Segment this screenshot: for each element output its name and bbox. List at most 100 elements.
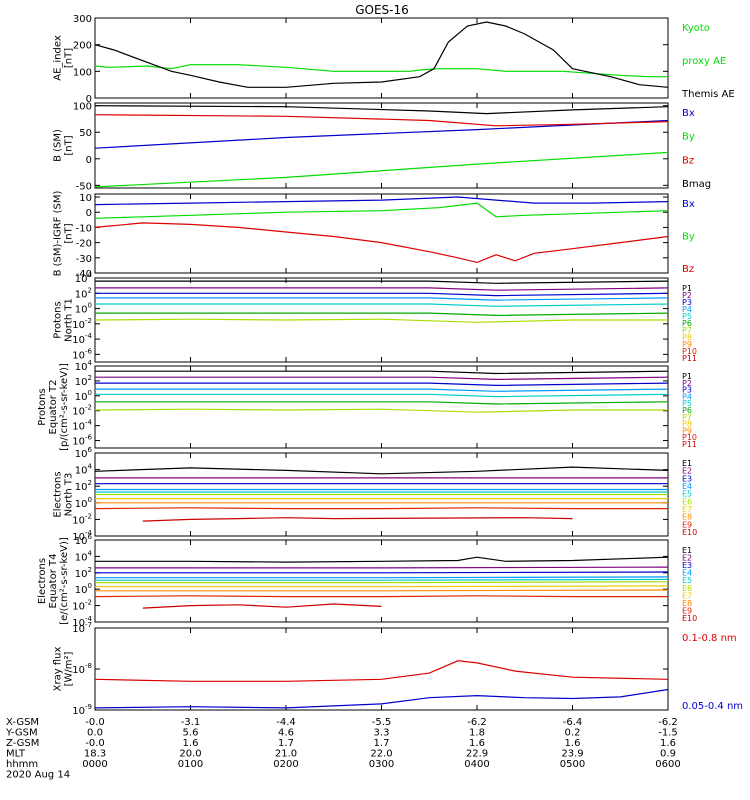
series-line-p7 [94, 408, 668, 413]
x-table-cell: 1.6 [183, 738, 199, 749]
x-table-row-label: Z-GSM [6, 738, 39, 749]
x-table-cell: 5.6 [183, 728, 199, 739]
legend-entry: P9 [682, 426, 692, 435]
x-table-cell: -6.2 [467, 717, 487, 728]
y-axis-label: Protons [53, 301, 64, 338]
x-table-cell: 0000 [82, 759, 107, 770]
series-line-p2 [95, 287, 669, 291]
y-tick-label: 50 [79, 128, 92, 139]
y-axis-label: Electrons [37, 558, 48, 604]
series-line-p3 [95, 382, 669, 387]
y-axis-label: [p/(cm²-s-sr-keV)] [59, 363, 70, 451]
y-tick-label: -20 [76, 239, 92, 250]
x-table-cell: -3.1 [181, 717, 201, 728]
series-line-e9 [94, 507, 668, 510]
series-line-bmag [94, 105, 669, 115]
y-tick-label: -30 [76, 254, 92, 265]
legend-entry: E5 [682, 490, 692, 499]
x-table-cell: 23.9 [561, 749, 583, 760]
y-axis-label: [e/(cm²-s-sr-keV)] [59, 537, 70, 625]
legend-entry: Bz [682, 155, 694, 166]
series-line-p6 [95, 401, 669, 405]
legend-entry: P10 [682, 433, 697, 442]
x-table-cell: 0.9 [660, 749, 676, 760]
legend-entry: P2 [682, 291, 692, 300]
x-table-cell: 0400 [464, 759, 489, 770]
y-tick-label: -10 [76, 223, 92, 234]
legend-entry: E7 [682, 591, 692, 600]
y-tick-label: 0 [86, 208, 92, 219]
series-line-p1 [95, 280, 669, 284]
legend-entry: E10 [682, 528, 697, 537]
x-table-cell: -0.0 [85, 738, 105, 749]
x-table-row-label: Y-GSM [5, 728, 38, 739]
y-axis-label: [nT] [64, 135, 75, 155]
series-line-e6 [95, 581, 669, 584]
legend-entry: E10 [682, 614, 697, 623]
legend-entry: E4 [682, 569, 692, 578]
legend-entry: P4 [682, 305, 692, 314]
series-line-e10 [142, 517, 573, 522]
legend-entry: P3 [682, 386, 692, 395]
x-table-cell: 3.3 [374, 728, 390, 739]
y-axis-label: Xray flux [53, 647, 64, 692]
x-table-cell: 0600 [655, 759, 680, 770]
legend-entry: E6 [682, 584, 692, 593]
legend-entry: P3 [682, 298, 692, 307]
y-tick-label: -40 [76, 269, 92, 280]
series-line-e3 [95, 571, 669, 574]
series-line-e1 [94, 466, 669, 475]
x-table-cell: 0.0 [87, 728, 103, 739]
series-line-by [94, 151, 669, 188]
y-axis-label: B (SM) [53, 129, 64, 162]
y-tick-label: 300 [73, 14, 92, 25]
y-axis-label: North T1 [64, 298, 75, 342]
series-line-e2 [95, 566, 669, 569]
y-axis-label: [W/m²] [64, 651, 75, 686]
legend-entry: P5 [682, 312, 692, 321]
legend-entry: P8 [682, 420, 692, 429]
y-axis-label: Equator T2 [48, 380, 59, 435]
legend-entry: E9 [682, 606, 692, 615]
series-line-p4 [95, 388, 669, 392]
legend-entry: P2 [682, 379, 692, 388]
series-line-themis-ae [94, 21, 669, 88]
x-table-row-label: MLT [6, 749, 26, 760]
legend-entry: P10 [682, 347, 697, 356]
y-tick-label: 10 [79, 193, 92, 204]
series-line-0-05-0-4-nm [94, 688, 669, 709]
legend-entry: P4 [682, 392, 692, 401]
x-table-cell: 20.0 [179, 749, 201, 760]
series-line-p5 [95, 393, 669, 398]
series-line-e1 [95, 556, 669, 563]
x-table-cell: 21.0 [275, 749, 297, 760]
x-table-cell: 0300 [369, 759, 394, 770]
x-table-cell: -1.5 [658, 728, 678, 739]
series-line-e7 [95, 585, 669, 588]
x-table-date: 2020 Aug 14 [6, 770, 70, 781]
y-tick-label: -50 [76, 181, 92, 192]
y-axis-label: North T3 [64, 473, 75, 517]
legend-entry: Kyoto [682, 23, 710, 34]
series-line-p5 [95, 303, 669, 307]
x-table-cell: 1.7 [278, 738, 294, 749]
y-tick-label: 200 [73, 41, 92, 52]
y-axis-label: [nT] [64, 48, 75, 68]
series-line-e5 [95, 578, 669, 581]
panel-3: -40 -30 -20 -10 0 10 B (SM)-IGRF (SM) [nT] Bx By B… [53, 191, 695, 280]
series-line-e10 [142, 603, 382, 609]
legend-entry: P8 [682, 333, 692, 342]
legend-entry: P11 [682, 354, 697, 363]
legend-entry: P6 [682, 406, 692, 415]
legend-entry: E9 [682, 520, 692, 529]
y-axis-label: B (SM)-IGRF (SM) [53, 191, 64, 277]
series-line-bz [94, 114, 669, 127]
x-table-cell: 1.6 [660, 738, 676, 749]
x-table-cell: 4.6 [278, 728, 294, 739]
legend-entry: P9 [682, 340, 692, 349]
x-table-cell: -5.5 [372, 717, 392, 728]
